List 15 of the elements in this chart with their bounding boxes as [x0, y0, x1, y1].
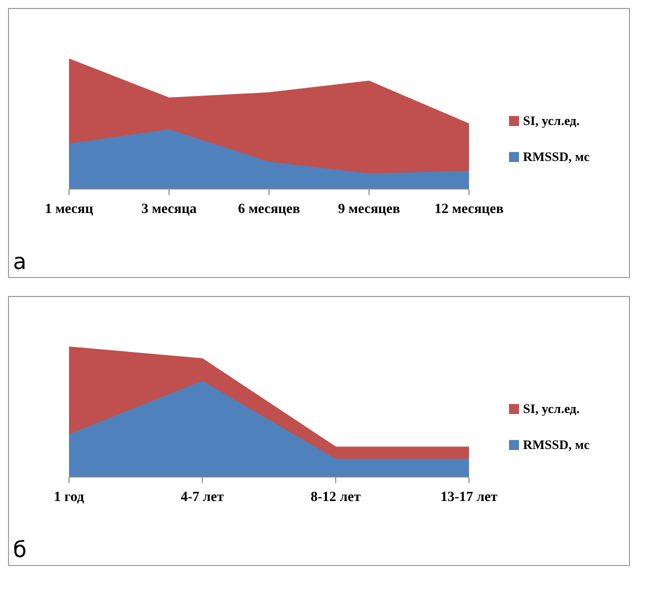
- legend-label: RMSSD, мс: [523, 437, 590, 453]
- x-tick-label: 9 месяцев: [338, 202, 400, 217]
- x-tick-label: 1 год: [54, 490, 84, 505]
- text: б: [13, 538, 27, 563]
- legend-label: SI, усл.ед.: [523, 401, 580, 417]
- x-tick-label: 6 месяцев: [238, 202, 300, 217]
- legend-label: RMSSD, мс: [523, 149, 590, 165]
- x-tick-label: 4-7 лет: [180, 490, 224, 505]
- legend-label: SI, усл.ед.: [523, 113, 580, 129]
- x-tick-label: 3 месяца: [141, 202, 197, 217]
- x-tick-label: 8-12 лет: [310, 490, 361, 505]
- x-tick-label: 13-17 лет: [440, 490, 498, 505]
- text: а: [13, 250, 26, 275]
- x-tick-label: 12 месяцев: [434, 202, 504, 217]
- x-tick-label: 1 месяц: [44, 202, 94, 217]
